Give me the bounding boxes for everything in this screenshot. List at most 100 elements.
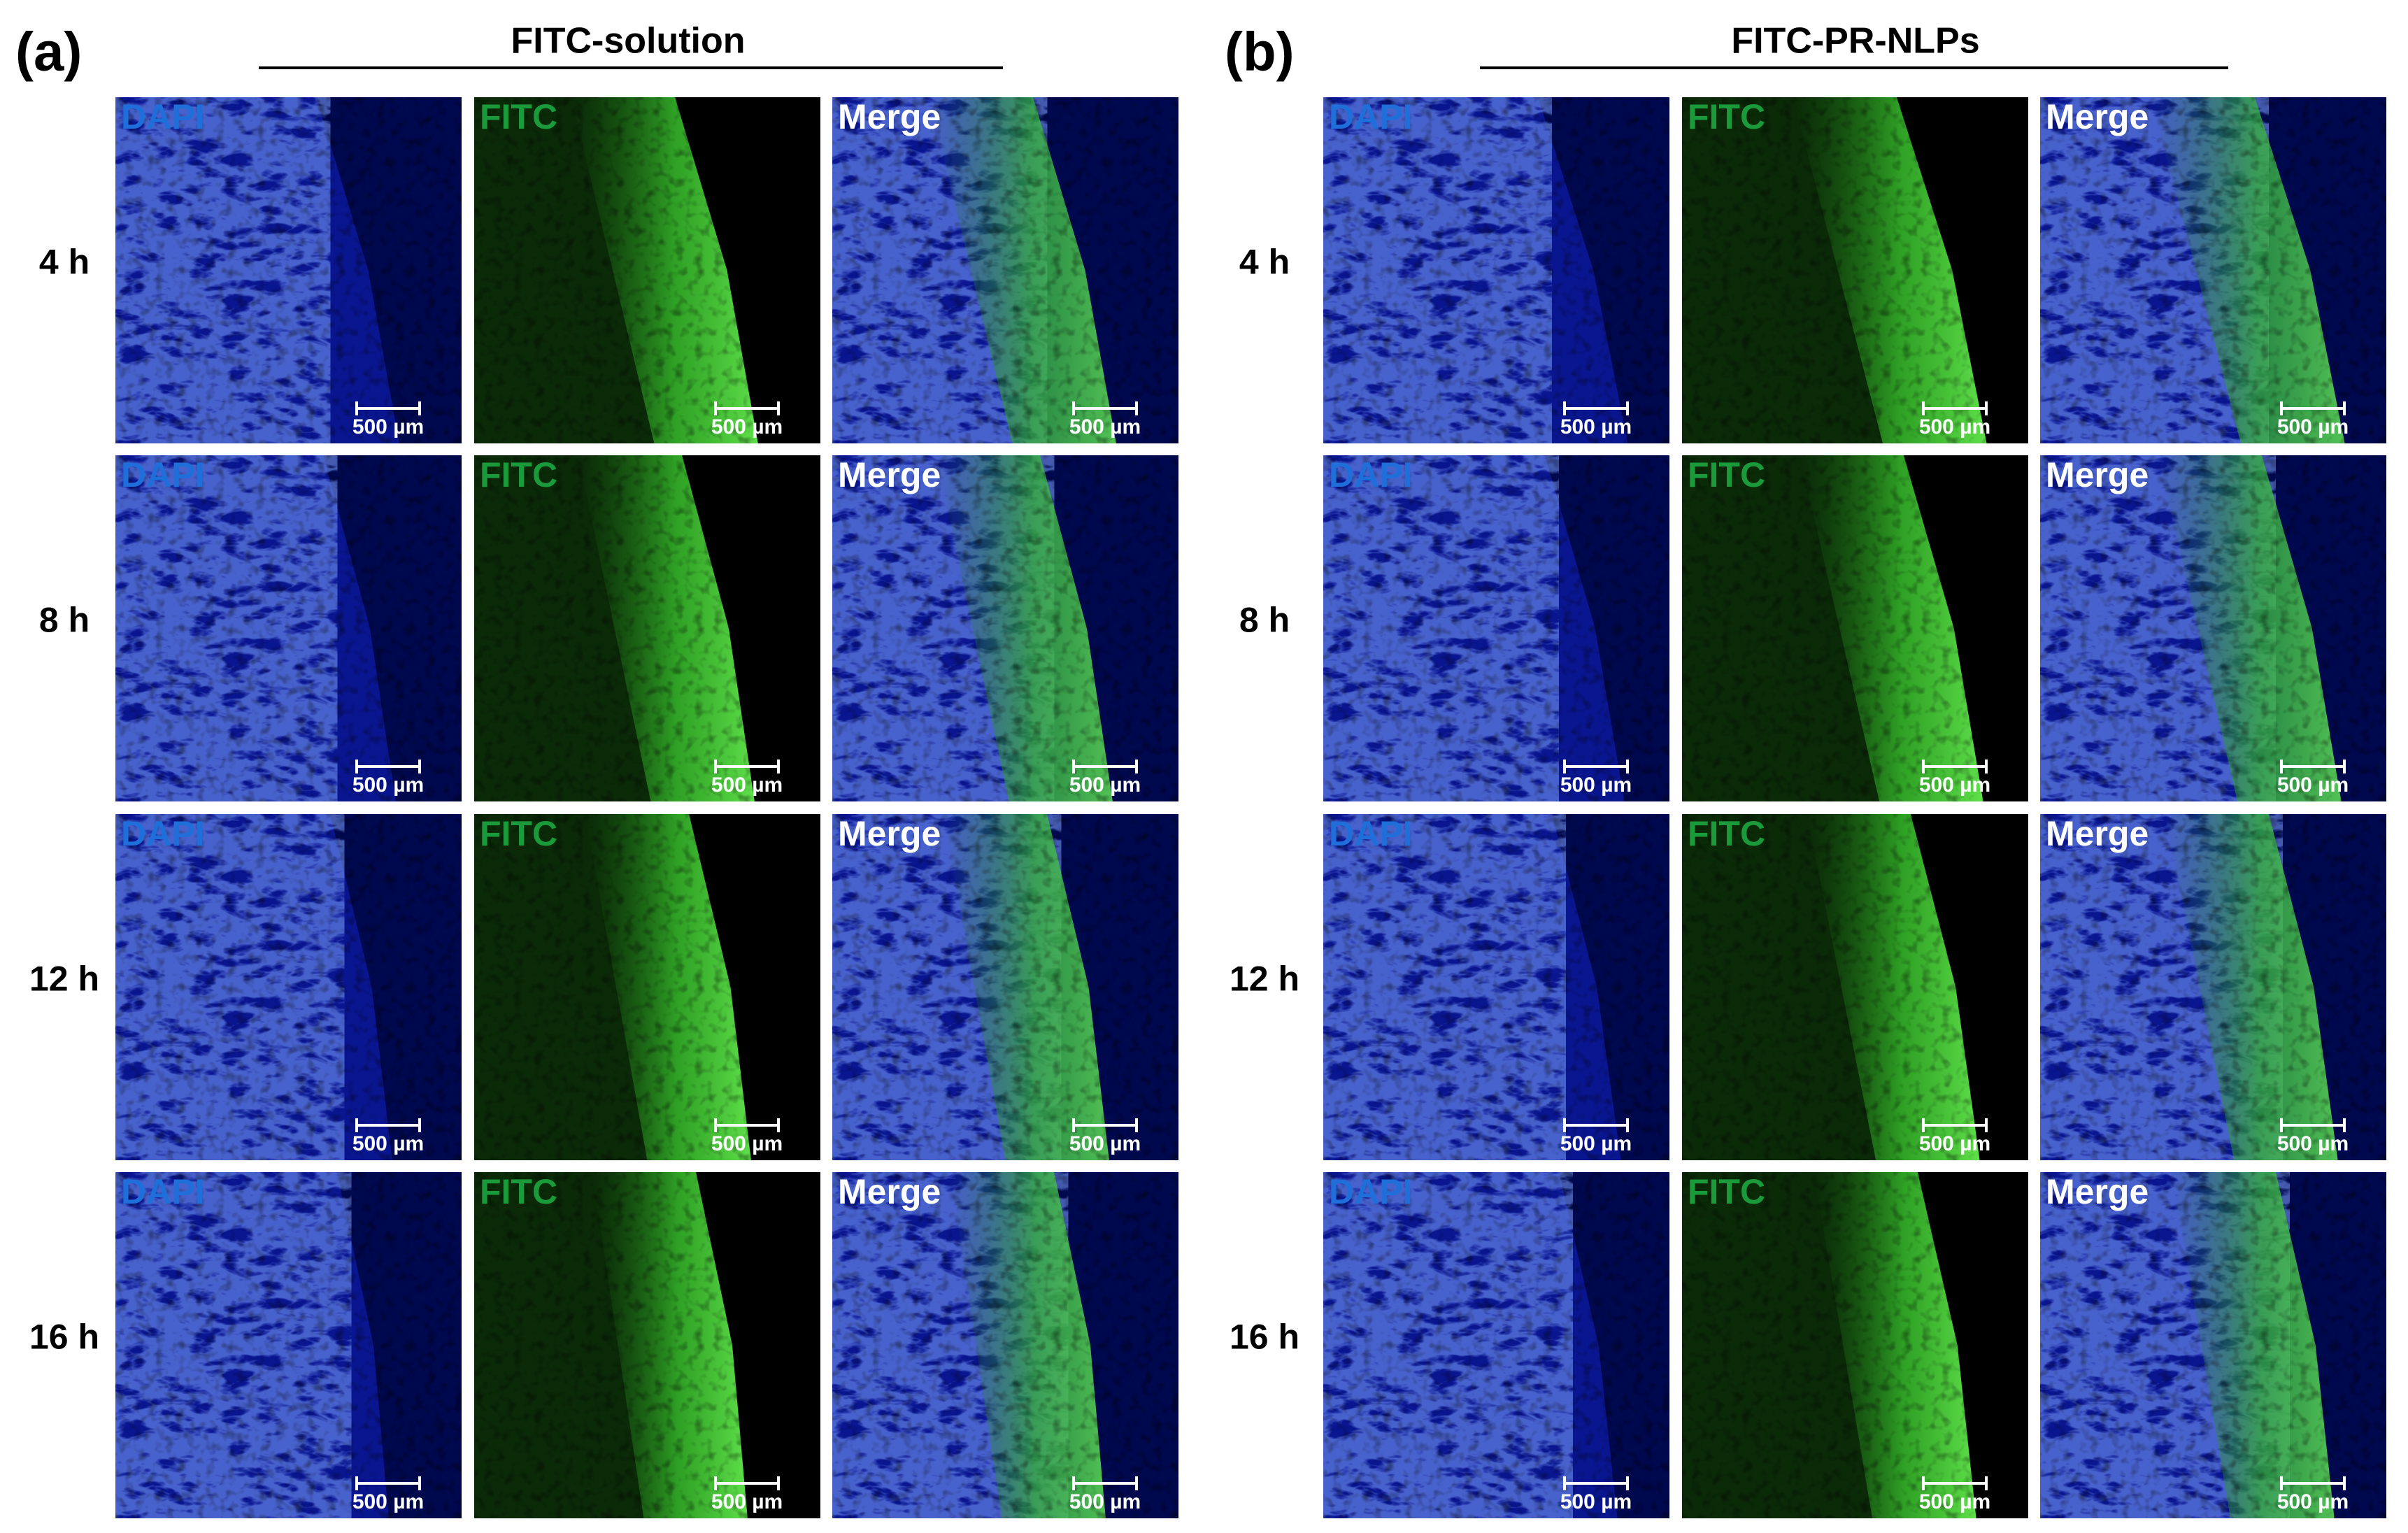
speckle-texture [1682, 1172, 2028, 1518]
panel-label: (a) [15, 21, 82, 83]
scale-bar-label: 500 µm [352, 415, 424, 438]
micrograph: DAPI 500 µm [1323, 455, 1669, 801]
channel-label: Merge [838, 97, 941, 136]
micrograph: DAPI 500 µm [1323, 97, 1669, 443]
channel-label: Merge [838, 814, 941, 853]
scale-bar-label: 500 µm [352, 1132, 424, 1155]
speckle-texture [115, 1172, 462, 1518]
channel-label: Merge [838, 1172, 941, 1211]
scale-bar-label: 500 µm [1919, 415, 1990, 438]
scale-bar-label: 500 µm [711, 773, 783, 797]
micrograph: Merge 500 µm [2040, 455, 2386, 801]
scale-bar-label: 500 µm [1069, 773, 1141, 797]
scale-bar-label: 500 µm [1069, 415, 1141, 438]
channel-label: DAPI [1329, 814, 1412, 853]
row-label: 16 h [29, 1318, 99, 1357]
channel-label: Merge [2046, 1172, 2149, 1211]
scale-bar-label: 500 µm [2277, 1132, 2349, 1155]
channel-label: DAPI [1329, 1172, 1412, 1211]
speckle-texture [832, 97, 1178, 443]
channel-label: Merge [838, 455, 941, 494]
micrograph: Merge 500 µm [2040, 97, 2386, 443]
channel-label: FITC [480, 455, 557, 494]
speckle-texture [115, 814, 462, 1160]
scale-bar-label: 500 µm [1069, 1490, 1141, 1513]
micrograph: Merge 500 µm [832, 814, 1178, 1160]
scale-bar-label: 500 µm [2277, 773, 2349, 797]
scale-bar-label: 500 µm [1919, 773, 1990, 797]
scale-bar-label: 500 µm [1560, 773, 1632, 797]
micrograph: FITC 500 µm [474, 97, 820, 443]
speckle-texture [832, 1172, 1178, 1518]
channel-label: FITC [480, 97, 557, 136]
row-label: 8 h [1239, 601, 1290, 640]
channel-label: DAPI [1329, 97, 1412, 136]
scale-bar-label: 500 µm [1919, 1490, 1990, 1513]
micrograph: FITC 500 µm [1682, 455, 2028, 801]
scale-bar-label: 500 µm [1919, 1132, 1990, 1155]
channel-label: Merge [2046, 97, 2149, 136]
channel-label: DAPI [1329, 455, 1412, 494]
micrograph: Merge 500 µm [2040, 1172, 2386, 1518]
speckle-texture [474, 1172, 820, 1518]
micrograph: DAPI 500 µm [1323, 1172, 1669, 1518]
micrograph: FITC 500 µm [1682, 97, 2028, 443]
scale-bar-label: 500 µm [1560, 1490, 1632, 1513]
micrograph: FITC 500 µm [474, 1172, 820, 1518]
speckle-texture [1323, 97, 1669, 443]
micrograph: FITC 500 µm [1682, 1172, 2028, 1518]
scale-bar-label: 500 µm [1560, 415, 1632, 438]
speckle-texture [474, 455, 820, 801]
speckle-texture [474, 814, 820, 1160]
speckle-texture [1323, 455, 1669, 801]
micrograph: DAPI 500 µm [1323, 814, 1669, 1160]
scale-bar-label: 500 µm [711, 415, 783, 438]
scale-bar-label: 500 µm [1560, 1132, 1632, 1155]
channel-label: FITC [1688, 455, 1765, 494]
channel-label: FITC [1688, 1172, 1765, 1211]
speckle-texture [1323, 1172, 1669, 1518]
micrograph: FITC 500 µm [474, 814, 820, 1160]
micrograph: Merge 500 µm [2040, 814, 2386, 1160]
channel-label: FITC [1688, 814, 1765, 853]
panel-title: FITC-solution [511, 21, 745, 62]
channel-label: FITC [480, 814, 557, 853]
row-label: 12 h [1230, 960, 1299, 999]
channel-label: DAPI [121, 814, 204, 853]
scale-bar-label: 500 µm [1069, 1132, 1141, 1155]
speckle-texture [1323, 814, 1669, 1160]
micrograph: Merge 500 µm [832, 455, 1178, 801]
channel-label: DAPI [121, 455, 204, 494]
speckle-texture [1682, 97, 2028, 443]
channel-label: DAPI [121, 1172, 204, 1211]
panel-label: (b) [1225, 21, 1295, 83]
scale-bar-label: 500 µm [352, 1490, 424, 1513]
scale-bar-label: 500 µm [2277, 415, 2349, 438]
row-label: 4 h [1239, 243, 1290, 282]
scale-bar-label: 500 µm [2277, 1490, 2349, 1513]
micrograph: FITC 500 µm [1682, 814, 2028, 1160]
speckle-texture [2040, 814, 2386, 1160]
channel-label: DAPI [121, 97, 204, 136]
speckle-texture [115, 455, 462, 801]
channel-label: Merge [2046, 455, 2149, 494]
row-label: 16 h [1230, 1318, 1299, 1357]
speckle-texture [832, 455, 1178, 801]
row-label: 12 h [29, 960, 99, 999]
scale-bar-label: 500 µm [352, 773, 424, 797]
micrograph: DAPI 500 µm [115, 455, 462, 801]
scale-bar-label: 500 µm [711, 1490, 783, 1513]
micrograph: FITC 500 µm [474, 455, 820, 801]
micrograph: Merge 500 µm [832, 97, 1178, 443]
speckle-texture [832, 814, 1178, 1160]
row-label: 8 h [39, 601, 90, 640]
micrograph: DAPI 500 µm [115, 814, 462, 1160]
panel-title: FITC-PR-NLPs [1731, 21, 1979, 62]
speckle-texture [2040, 97, 2386, 443]
micrograph: DAPI 500 µm [115, 1172, 462, 1518]
scale-bar-label: 500 µm [711, 1132, 783, 1155]
speckle-texture [1682, 814, 2028, 1160]
speckle-texture [115, 97, 462, 443]
